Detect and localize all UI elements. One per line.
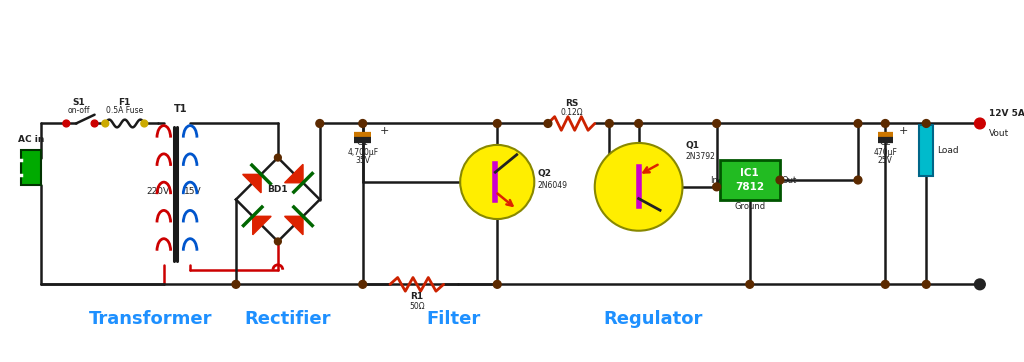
Polygon shape: [253, 216, 271, 235]
Circle shape: [923, 281, 930, 288]
Text: S1: S1: [73, 98, 85, 107]
Text: 35V: 35V: [355, 156, 371, 165]
Circle shape: [358, 281, 367, 288]
Polygon shape: [243, 174, 261, 193]
Circle shape: [101, 120, 109, 127]
Text: 50Ω: 50Ω: [409, 302, 425, 311]
Text: BD1: BD1: [267, 185, 288, 194]
Circle shape: [745, 281, 754, 288]
Circle shape: [62, 120, 70, 127]
Text: Regulator: Regulator: [603, 310, 702, 328]
Text: IC1: IC1: [740, 168, 759, 178]
Text: Filter: Filter: [426, 310, 480, 328]
Circle shape: [544, 119, 552, 127]
Text: Rectifier: Rectifier: [245, 310, 331, 328]
Text: 7812: 7812: [735, 182, 764, 192]
Circle shape: [854, 176, 862, 184]
Circle shape: [274, 238, 282, 245]
Text: Load: Load: [937, 146, 958, 155]
Text: C2: C2: [880, 138, 891, 147]
Text: 25V: 25V: [878, 156, 893, 165]
Text: AC in: AC in: [18, 135, 44, 144]
Polygon shape: [285, 216, 303, 235]
Text: on-off: on-off: [68, 106, 90, 115]
Circle shape: [91, 120, 98, 127]
Text: C1: C1: [356, 138, 369, 147]
Text: Q1: Q1: [685, 141, 699, 150]
Text: T1: T1: [174, 104, 187, 114]
Circle shape: [358, 119, 367, 127]
Circle shape: [713, 119, 721, 127]
Circle shape: [923, 119, 930, 127]
Text: R1: R1: [411, 292, 423, 301]
Circle shape: [854, 119, 862, 127]
Circle shape: [315, 119, 324, 127]
Text: 4,700μF: 4,700μF: [347, 148, 378, 157]
Circle shape: [635, 119, 642, 127]
FancyBboxPatch shape: [22, 150, 41, 185]
Text: Transformer: Transformer: [89, 310, 213, 328]
Text: Vout: Vout: [988, 129, 1009, 138]
Circle shape: [713, 183, 721, 191]
Text: RS: RS: [564, 99, 578, 108]
Circle shape: [595, 143, 682, 231]
Text: 0.12Ω: 0.12Ω: [560, 108, 583, 117]
Circle shape: [975, 279, 985, 290]
Text: 220V: 220V: [146, 187, 170, 196]
Circle shape: [494, 281, 501, 288]
Text: In: In: [710, 176, 718, 185]
Text: 15V: 15V: [184, 187, 202, 196]
Text: Q2: Q2: [538, 169, 551, 178]
Text: F1: F1: [119, 98, 131, 107]
Circle shape: [882, 281, 889, 288]
Circle shape: [141, 120, 147, 127]
Circle shape: [494, 119, 501, 127]
Text: 2N6049: 2N6049: [538, 181, 567, 190]
Circle shape: [776, 176, 784, 184]
Text: +: +: [899, 126, 908, 136]
Polygon shape: [285, 164, 303, 183]
Circle shape: [975, 118, 985, 129]
Text: 12V 5A: 12V 5A: [988, 109, 1024, 118]
Text: Ground: Ground: [734, 202, 765, 211]
Text: +: +: [380, 126, 389, 136]
Text: 470μF: 470μF: [873, 148, 897, 157]
Circle shape: [605, 119, 613, 127]
Text: Out: Out: [782, 176, 798, 185]
Text: 2N3792: 2N3792: [685, 152, 716, 161]
Circle shape: [232, 281, 240, 288]
Circle shape: [882, 119, 889, 127]
Circle shape: [460, 145, 535, 219]
Bar: [920, 125, 933, 176]
Text: 0.5A Fuse: 0.5A Fuse: [106, 106, 143, 115]
FancyBboxPatch shape: [720, 160, 780, 201]
Circle shape: [274, 154, 282, 161]
